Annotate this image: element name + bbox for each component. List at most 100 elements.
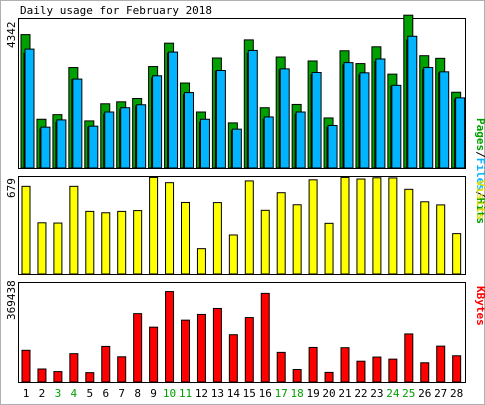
kbytes-y-max-label: 369438 (5, 280, 18, 320)
visits-y-max-label: 679 (5, 178, 18, 198)
visits-bar (37, 222, 47, 275)
visits-bar (276, 192, 286, 275)
x-tick-label: 2 (39, 387, 46, 400)
files-bar (184, 92, 194, 169)
kbytes-bar (244, 317, 254, 383)
files-bar (423, 67, 434, 169)
x-tick-label: 17 (275, 387, 288, 400)
visits-bar (452, 233, 462, 275)
kbytes-bar (436, 345, 446, 383)
visits-bar (21, 185, 31, 275)
files-bar (311, 71, 322, 169)
visits-bar (244, 180, 254, 275)
visits-bar (340, 176, 350, 275)
kbytes-panel-box (18, 282, 466, 383)
files-bar (104, 111, 115, 169)
kbytes-bar (356, 360, 366, 383)
x-tick-label: 19 (306, 387, 319, 400)
x-tick-label: 28 (450, 387, 463, 400)
x-tick-label: 26 (418, 387, 431, 400)
visits-bar (212, 202, 222, 275)
visits-bar (420, 201, 430, 275)
pages-y-max-label: 4342 (5, 22, 18, 49)
visits-bar (133, 210, 143, 275)
kbytes-bar (21, 349, 31, 383)
x-tick-label: 13 (211, 387, 224, 400)
files-bar (359, 72, 370, 169)
files-bar (279, 68, 290, 169)
files-bar (343, 62, 354, 169)
kbytes-bar (53, 371, 63, 383)
visits-bar (117, 210, 127, 275)
x-tick-label: 6 (102, 387, 109, 400)
visits-bar (85, 210, 95, 275)
kbytes-bar (133, 313, 143, 383)
visits-bar (101, 212, 111, 275)
kbytes-bar (69, 353, 79, 383)
visits-bar (356, 178, 366, 275)
kbytes-bar (165, 291, 175, 383)
kbytes-bar (101, 345, 111, 383)
visits-bar (404, 188, 414, 275)
visits-bar (372, 177, 382, 275)
visits-bar (165, 182, 175, 275)
x-tick-label: 18 (291, 387, 304, 400)
files-bar (24, 48, 35, 169)
kbytes-bar (404, 333, 414, 383)
x-tick-label: 11 (179, 387, 192, 400)
legend-sep-1: / (474, 151, 485, 158)
x-tick-label: 27 (434, 387, 447, 400)
files-bar (231, 128, 242, 169)
visits-bar (196, 248, 206, 275)
files-bar (152, 75, 163, 169)
visits-bar (53, 222, 63, 275)
files-bar (136, 104, 147, 169)
chart-marks: 1 2 3 4 5 6 7 8 9 10 11 12 13 14 15 16 17 18 19 20 21 22 23 24 2… (20, 14, 466, 400)
kbytes-bar (420, 362, 430, 383)
kbytes-bar (292, 369, 302, 383)
kbytes-legend: KBytes (474, 286, 485, 326)
kbytes-bar (37, 368, 47, 383)
visits-bar (260, 209, 270, 275)
visits-panel-box (18, 176, 466, 275)
pages-panel-box (18, 18, 466, 169)
files-bar (247, 49, 258, 169)
kbytes-bar (340, 347, 350, 383)
x-tick-label: 21 (338, 387, 351, 400)
x-tick-label: 9 (150, 387, 157, 400)
files-bar (215, 70, 226, 169)
legend-pages: Pages (474, 118, 485, 151)
x-tick-label: 16 (259, 387, 272, 400)
x-tick-label: 15 (243, 387, 256, 400)
visits-bar (149, 176, 159, 275)
files-bar (120, 107, 131, 169)
files-bar (327, 125, 338, 169)
visits-bar (308, 179, 318, 275)
visits-bar (228, 234, 238, 275)
visits-bar (292, 204, 302, 275)
x-tick-label: 22 (354, 387, 367, 400)
kbytes-bar (452, 355, 462, 383)
x-tick-label: 4 (71, 387, 78, 400)
kbytes-bar (85, 372, 95, 383)
kbytes-bar (308, 346, 318, 383)
kbytes-bar (196, 313, 206, 383)
files-bar (391, 84, 402, 169)
files-bar (72, 78, 83, 169)
files-bar (407, 35, 418, 169)
legend-files: Files (474, 158, 485, 191)
kbytes-bar (117, 356, 127, 383)
kbytes-bar (388, 358, 398, 383)
files-bar (199, 118, 210, 169)
pages-legend: Pages/Files/Hits (474, 118, 485, 224)
kbytes-bar (372, 356, 382, 383)
visits-bar (181, 201, 190, 275)
files-bar (168, 51, 179, 169)
visits-legend: Visits (474, 180, 485, 220)
kbytes-bar (228, 334, 238, 383)
kbytes-bar (212, 307, 222, 383)
visits-bar (436, 204, 446, 275)
x-tick-label: 20 (322, 387, 335, 400)
